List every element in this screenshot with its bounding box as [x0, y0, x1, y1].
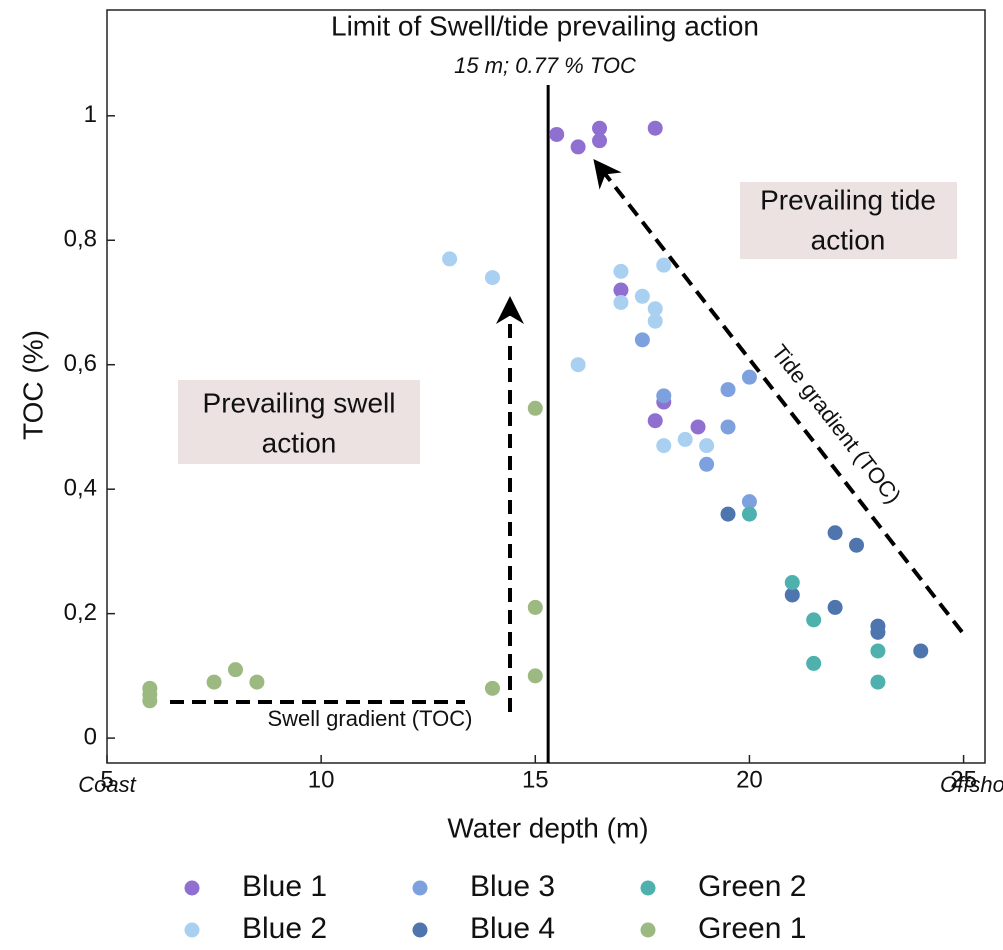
- legend-label: Green 2: [698, 870, 806, 903]
- point: [570, 139, 586, 155]
- coast-note: Coast: [78, 772, 136, 797]
- tide-box-line: action: [811, 224, 886, 255]
- point: [442, 251, 458, 267]
- point: [806, 612, 822, 628]
- swell-box-line: action: [262, 427, 337, 458]
- point: [690, 419, 706, 435]
- chart-subtitle: 15 m; 0.77 % TOC: [454, 53, 636, 78]
- point: [634, 288, 650, 304]
- point: [549, 126, 565, 142]
- point: [806, 655, 822, 671]
- legend-marker: [184, 922, 200, 938]
- point: [741, 506, 757, 522]
- swell-box-line: Prevailing swell: [203, 387, 396, 418]
- point: [741, 369, 757, 385]
- point: [527, 599, 543, 615]
- legend-marker: [640, 880, 656, 896]
- point: [613, 294, 629, 310]
- y-tick-label: 0: [84, 723, 97, 750]
- swell-box: [178, 380, 420, 464]
- point: [720, 382, 736, 398]
- y-tick-label: 0,8: [64, 226, 97, 253]
- point: [699, 438, 715, 454]
- legend-marker: [412, 880, 428, 896]
- legend-label: Blue 3: [470, 870, 555, 903]
- point: [527, 668, 543, 684]
- tide-arrow: [593, 158, 964, 634]
- point: [784, 575, 800, 591]
- point: [849, 537, 865, 553]
- x-tick-label: 15: [522, 766, 549, 793]
- tide-gradient-label: Tide gradient (TOC): [767, 340, 906, 509]
- point: [913, 643, 929, 659]
- point: [677, 431, 693, 447]
- point: [613, 282, 629, 298]
- tide-box-line: Prevailing tide: [760, 184, 936, 215]
- point: [647, 120, 663, 136]
- point: [720, 506, 736, 522]
- point: [870, 624, 886, 640]
- point: [227, 662, 243, 678]
- chart-title: Limit of Swell/tide prevailing action: [331, 10, 759, 41]
- tide-box: [740, 182, 957, 259]
- point: [613, 263, 629, 279]
- x-tick-label: 25: [950, 766, 977, 793]
- point: [249, 674, 265, 690]
- point: [741, 494, 757, 510]
- point: [206, 674, 222, 690]
- y-tick-label: 0,6: [64, 350, 97, 377]
- y-tick-label: 0,4: [64, 475, 97, 502]
- legend-label: Green 1: [698, 912, 806, 945]
- point: [592, 133, 608, 149]
- point: [647, 313, 663, 329]
- plot-frame: [106, 9, 986, 764]
- point: [870, 674, 886, 690]
- legend-label: Blue 1: [242, 870, 327, 903]
- point: [656, 257, 672, 273]
- legend-marker: [184, 880, 200, 896]
- point: [142, 693, 158, 709]
- x-tick-label: 20: [736, 766, 763, 793]
- x-axis-label: Water depth (m): [447, 812, 648, 843]
- point: [592, 120, 608, 136]
- y-axis-label: TOC (%): [17, 330, 48, 440]
- y-tick-label: 1: [84, 101, 97, 128]
- legend-marker: [640, 922, 656, 938]
- point: [484, 270, 500, 286]
- point: [647, 413, 663, 429]
- x-tick-label: 10: [308, 766, 335, 793]
- point: [784, 587, 800, 603]
- point: [870, 643, 886, 659]
- point: [647, 301, 663, 317]
- point: [484, 680, 500, 696]
- legend-marker: [412, 922, 428, 938]
- y-tick-label: 0,2: [64, 599, 97, 626]
- legend-label: Blue 4: [470, 912, 555, 945]
- legend-label: Blue 2: [242, 912, 327, 945]
- point: [570, 357, 586, 373]
- point: [634, 332, 650, 348]
- point: [656, 438, 672, 454]
- point: [656, 388, 672, 404]
- point: [827, 599, 843, 615]
- x-tick-label: 5: [100, 766, 113, 793]
- point: [527, 400, 543, 416]
- swell-gradient-label: Swell gradient (TOC): [268, 706, 473, 731]
- point: [720, 419, 736, 435]
- point: [699, 456, 715, 472]
- point: [827, 525, 843, 541]
- offshore-note: Offshor: [940, 772, 1003, 797]
